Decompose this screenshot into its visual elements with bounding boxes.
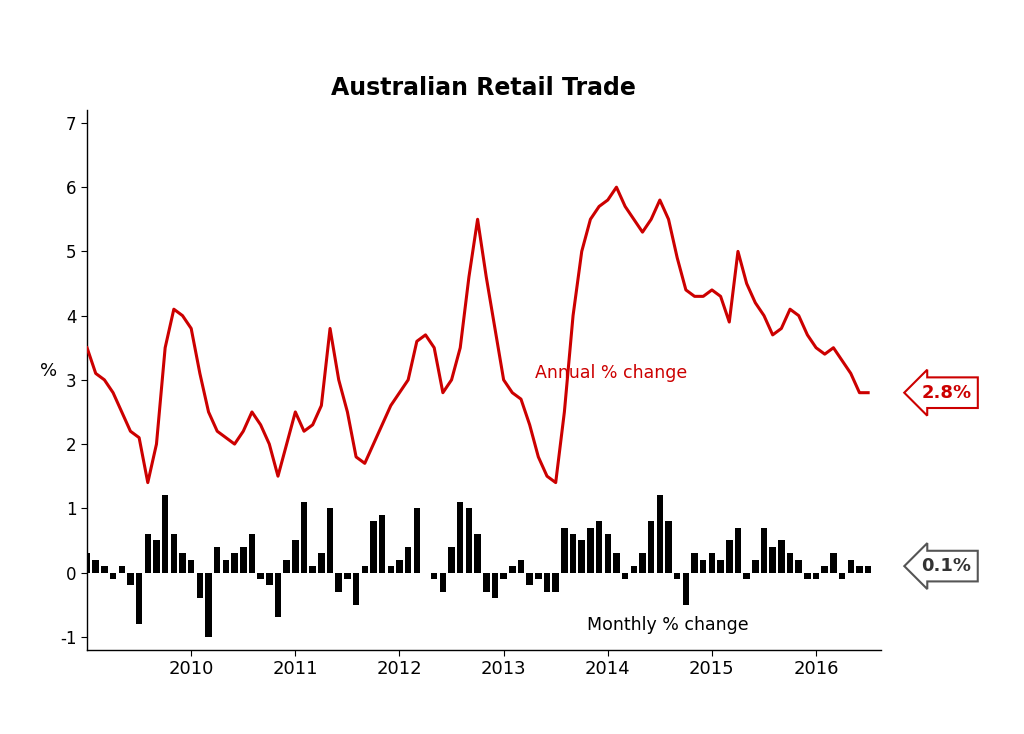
Bar bbox=[474, 534, 481, 573]
Bar bbox=[274, 573, 282, 617]
Bar bbox=[743, 573, 750, 579]
Bar bbox=[622, 573, 629, 579]
Bar bbox=[656, 495, 664, 573]
Bar bbox=[492, 573, 499, 598]
Bar bbox=[639, 553, 646, 573]
Bar bbox=[214, 547, 220, 573]
Bar bbox=[796, 559, 802, 573]
Bar bbox=[92, 559, 99, 573]
Bar bbox=[752, 559, 759, 573]
Bar bbox=[162, 495, 168, 573]
Bar bbox=[171, 534, 177, 573]
Bar bbox=[509, 566, 515, 573]
Bar bbox=[309, 566, 316, 573]
Bar bbox=[596, 521, 602, 573]
Bar bbox=[197, 573, 203, 598]
Bar bbox=[631, 566, 637, 573]
Title: Australian Retail Trade: Australian Retail Trade bbox=[332, 76, 636, 100]
Bar bbox=[613, 553, 620, 573]
Bar bbox=[371, 521, 377, 573]
Bar bbox=[865, 566, 871, 573]
Bar bbox=[404, 547, 412, 573]
Bar bbox=[240, 547, 247, 573]
Bar bbox=[119, 566, 125, 573]
Bar bbox=[666, 521, 672, 573]
Bar bbox=[778, 540, 784, 573]
Bar bbox=[318, 553, 325, 573]
Bar bbox=[336, 573, 342, 592]
Bar bbox=[821, 566, 828, 573]
Bar bbox=[249, 534, 255, 573]
Bar bbox=[648, 521, 654, 573]
Bar bbox=[188, 559, 195, 573]
Bar bbox=[387, 566, 394, 573]
Bar bbox=[683, 573, 689, 605]
Bar bbox=[449, 547, 455, 573]
Bar bbox=[84, 553, 90, 573]
Bar bbox=[101, 566, 108, 573]
Bar bbox=[569, 534, 577, 573]
Bar bbox=[284, 559, 290, 573]
Bar bbox=[379, 515, 385, 573]
Bar bbox=[361, 566, 368, 573]
Bar bbox=[205, 573, 212, 637]
Bar bbox=[709, 553, 715, 573]
Bar bbox=[396, 559, 402, 573]
Bar bbox=[439, 573, 446, 592]
Bar bbox=[839, 573, 846, 579]
Bar bbox=[786, 553, 794, 573]
Bar bbox=[726, 540, 732, 573]
Bar bbox=[457, 502, 464, 573]
Bar bbox=[518, 559, 524, 573]
Bar bbox=[292, 540, 299, 573]
Bar bbox=[536, 573, 542, 579]
Text: 0.1%: 0.1% bbox=[922, 557, 972, 575]
Bar bbox=[501, 573, 507, 579]
Bar bbox=[769, 547, 776, 573]
Bar bbox=[301, 502, 307, 573]
Bar bbox=[526, 573, 532, 586]
Bar bbox=[257, 573, 264, 579]
Bar bbox=[700, 559, 707, 573]
Bar bbox=[431, 573, 437, 579]
Bar bbox=[848, 559, 854, 573]
Bar bbox=[483, 573, 489, 592]
Bar bbox=[466, 509, 472, 573]
Text: Chart 1: Was retailing still soft in July?: Chart 1: Was retailing still soft in Jul… bbox=[13, 28, 648, 57]
Bar bbox=[544, 573, 550, 592]
Bar bbox=[734, 528, 741, 573]
Bar bbox=[674, 573, 681, 579]
Bar bbox=[414, 509, 420, 573]
Y-axis label: %: % bbox=[41, 362, 57, 380]
Bar bbox=[830, 553, 837, 573]
Bar bbox=[179, 553, 185, 573]
Text: 2.8%: 2.8% bbox=[922, 384, 972, 401]
Text: Monthly % change: Monthly % change bbox=[587, 616, 749, 634]
Bar bbox=[856, 566, 862, 573]
Bar bbox=[813, 573, 819, 579]
Bar bbox=[110, 573, 117, 579]
Bar bbox=[127, 573, 134, 586]
Bar bbox=[231, 553, 238, 573]
Bar bbox=[144, 534, 152, 573]
Bar bbox=[136, 573, 142, 624]
Bar bbox=[344, 573, 350, 579]
Bar bbox=[587, 528, 594, 573]
Bar bbox=[761, 528, 767, 573]
Bar bbox=[804, 573, 811, 579]
Text: Annual % change: Annual % change bbox=[535, 364, 687, 382]
Bar bbox=[604, 534, 611, 573]
Bar bbox=[353, 573, 359, 605]
Bar bbox=[222, 559, 229, 573]
Bar bbox=[691, 553, 697, 573]
Bar bbox=[327, 509, 333, 573]
Bar bbox=[579, 540, 585, 573]
Bar bbox=[718, 559, 724, 573]
Bar bbox=[552, 573, 559, 592]
Bar bbox=[561, 528, 567, 573]
Bar bbox=[266, 573, 272, 586]
Bar bbox=[154, 540, 160, 573]
